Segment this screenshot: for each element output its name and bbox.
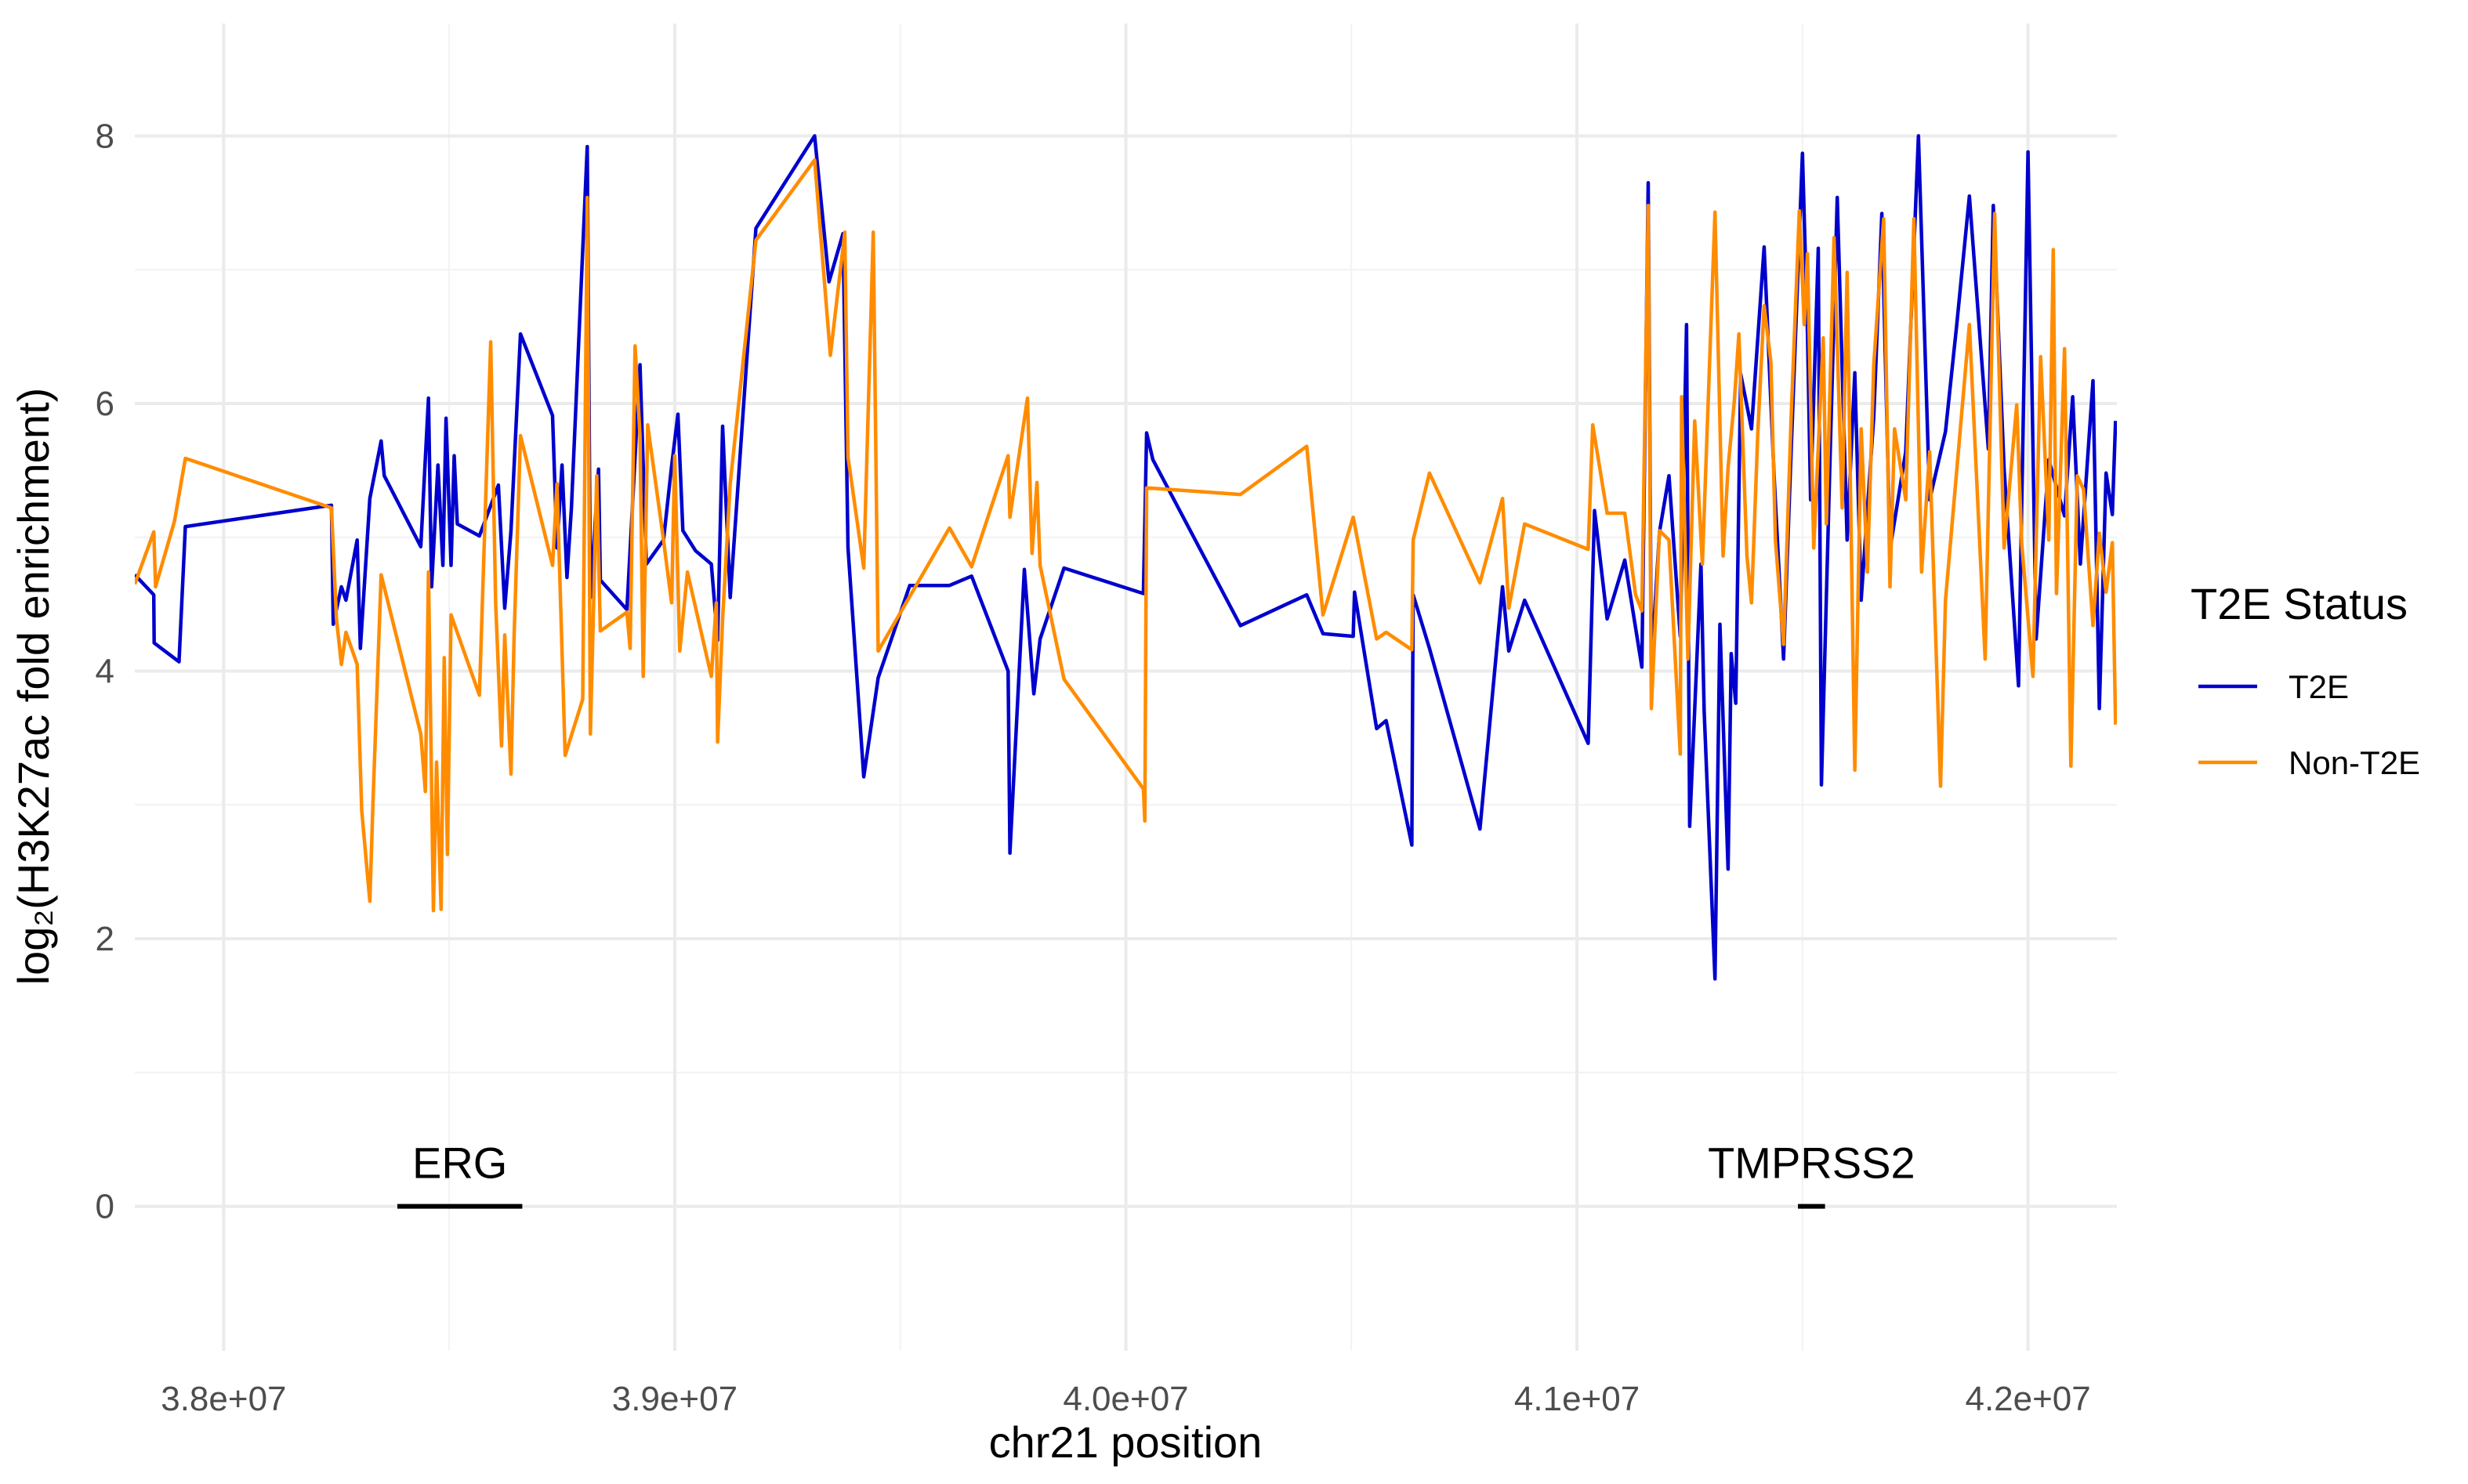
x-tick-label: 3.8e+07 — [161, 1380, 286, 1418]
y-tick-label: 0 — [96, 1188, 114, 1226]
x-tick-label: 4.2e+07 — [1965, 1380, 2090, 1418]
y-tick-label: 4 — [96, 653, 114, 691]
grid — [135, 24, 2117, 1351]
legend-title: T2E Status — [2191, 579, 2408, 628]
legend-label: Non-T2E — [2289, 744, 2420, 781]
y-tick-label: 6 — [96, 385, 114, 423]
gene-label: ERG — [412, 1138, 507, 1188]
gene-label: TMPRSS2 — [1708, 1138, 1915, 1188]
y-tick-label: 2 — [96, 920, 114, 958]
y-axis-title: log₂(H3K27ac fold enrichment) — [9, 388, 58, 986]
legend: T2E Status T2E Non-T2E — [2191, 579, 2420, 781]
x-tick-label: 3.9e+07 — [612, 1380, 738, 1418]
series-line — [135, 157, 2117, 913]
x-tick-label: 4.1e+07 — [1514, 1380, 1640, 1418]
x-tick-label: 4.0e+07 — [1063, 1380, 1188, 1418]
y-tick-label: 8 — [96, 117, 114, 155]
axes: 0 2 4 6 8 3.8e+07 3.9e+07 4.0e+07 4.1e+07 4.2e+07 — [96, 117, 2091, 1418]
legend-label: T2E — [2289, 668, 2349, 705]
x-axis-title: chr21 position — [989, 1417, 1263, 1467]
annotations: ERG TMPRSS2 — [397, 1138, 1915, 1209]
plot-lines — [135, 134, 2117, 981]
